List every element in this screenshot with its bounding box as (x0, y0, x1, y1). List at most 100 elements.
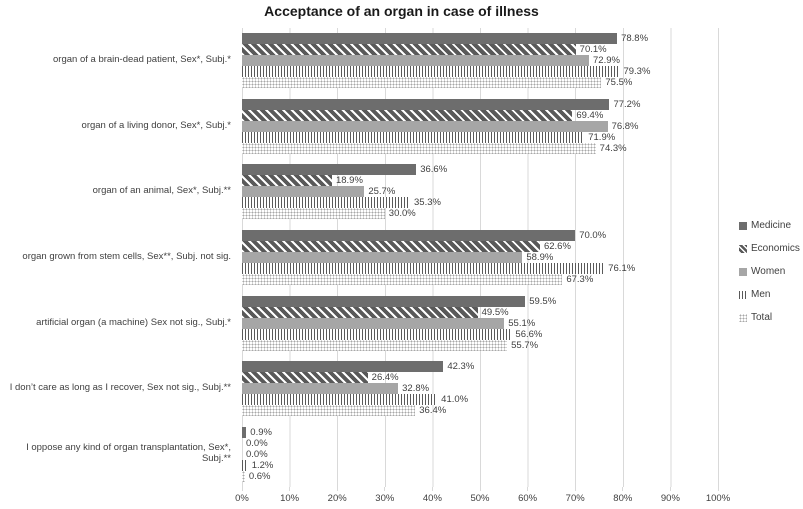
x-axis-label: 40% (422, 493, 442, 504)
value-label: 77.2% (613, 98, 641, 110)
value-label: 36.4% (419, 405, 447, 417)
tick-mark (336, 487, 338, 491)
value-label: 71.9% (588, 131, 616, 143)
value-label: 49.5% (481, 306, 509, 318)
bar-row-total: 36.4% (242, 405, 718, 417)
bar-row-medicine: 59.5% (242, 295, 718, 307)
bar-group: 0.9% 0.0% 0.0% 1.2% 0.6% (242, 421, 718, 487)
bar-total (242, 142, 596, 154)
bar-row-economics: 49.5% (242, 306, 718, 318)
bar-row-economics: 18.9% (242, 175, 718, 187)
bar-row-economics: 26.4% (242, 372, 718, 384)
legend-label: Economics (751, 243, 800, 254)
bar-group: 78.8% 70.1% 72.9% 79.3% 75.5% (242, 28, 718, 94)
tick-mark (479, 487, 481, 491)
legend-label: Medicine (751, 220, 792, 231)
value-label: 18.9% (335, 175, 363, 187)
tick-mark (574, 487, 576, 491)
value-label: 0.9% (250, 426, 272, 438)
bar-men (242, 197, 411, 209)
bar-row-women: 76.8% (242, 120, 718, 132)
bar-women (242, 55, 589, 67)
x-axis-ticks (241, 487, 719, 491)
value-label: 0.6% (248, 470, 271, 482)
x-axis-label: 10% (280, 493, 300, 504)
bar-row-economics: 69.4% (242, 109, 718, 121)
bar-row-economics: 62.6% (242, 241, 718, 253)
legend-label: Men (751, 289, 771, 300)
bar-medicine (242, 164, 417, 176)
bar-women (242, 186, 365, 198)
bar-economics (242, 372, 368, 384)
plot-area: 78.8% 70.1% 72.9% 79.3% 75.5% 77.2% 69.4% 76.8%… (242, 28, 719, 487)
legend-item-economics: Economics (739, 242, 800, 255)
bar-row-men: 79.3% (242, 66, 718, 78)
value-label: 55.7% (511, 339, 539, 351)
bar-economics (242, 306, 478, 318)
x-axis-label: 100% (705, 493, 731, 504)
bar-economics (242, 109, 573, 121)
legend-label: Women (751, 266, 786, 277)
value-label: 67.3% (566, 274, 594, 286)
value-label: 41.0% (441, 394, 469, 406)
x-axis-label: 0% (235, 493, 249, 504)
bar-row-medicine: 77.2% (242, 98, 718, 110)
bar-row-total: 30.0% (242, 208, 718, 220)
category-label: I oppose any kind of organ transplantati… (26, 442, 231, 465)
bar-row-women: 58.9% (242, 252, 718, 264)
bar-men (242, 394, 438, 406)
category-label: organ of a living donor, Sex*, Subj.* (81, 119, 231, 131)
bar-medicine (242, 426, 247, 438)
category-label: organ of a brain-dead patient, Sex*, Sub… (53, 54, 231, 66)
category-label: I don’t care as long as I recover, Sex n… (9, 382, 231, 394)
tick-mark (384, 487, 386, 491)
bar-total (242, 405, 416, 417)
bar-row-medicine: 70.0% (242, 230, 718, 242)
value-label: 55.1% (508, 317, 536, 329)
bar-women (242, 317, 505, 329)
tick-mark (431, 487, 433, 491)
bar-row-women: 72.9% (242, 55, 718, 67)
bar-men (242, 328, 512, 340)
value-label: 25.7% (368, 186, 396, 198)
value-label: 62.6% (543, 241, 571, 253)
value-label: 35.3% (414, 197, 441, 209)
category-label: organ grown from stem cells, Sex**, Subj… (22, 251, 231, 263)
tick-mark (669, 487, 671, 491)
tick-mark (622, 487, 624, 491)
value-label: 75.5% (605, 77, 633, 89)
bar-row-men: 76.1% (242, 263, 718, 275)
bar-row-economics: 70.1% (242, 44, 718, 56)
bar-men (242, 131, 585, 143)
bar-total (242, 339, 508, 351)
tick-mark (289, 487, 291, 491)
bar-row-medicine: 42.3% (242, 361, 718, 373)
bar-row-medicine: 0.9% (242, 426, 718, 438)
bar-row-economics: 0.0% (242, 438, 718, 449)
category-axis: organ of a brain-dead patient, Sex*, Sub… (0, 28, 236, 487)
value-label: 42.3% (447, 361, 475, 373)
category-label: artificial organ (a machine) Sex not sig… (36, 316, 231, 328)
chart-title: Acceptance of an organ in case of illnes… (264, 3, 539, 19)
value-label: 78.8% (621, 33, 649, 45)
x-axis-label: 80% (613, 493, 633, 504)
value-label: 59.5% (529, 295, 557, 307)
value-label: 72.9% (593, 55, 620, 67)
bar-total (242, 470, 245, 482)
tick-mark (241, 487, 243, 491)
legend: Medicine Economics Women Men Total (739, 219, 800, 334)
legend-item-total: Total (739, 311, 800, 324)
value-label: 26.4% (371, 372, 399, 384)
legend-swatch-total (739, 313, 747, 322)
x-axis-label: 20% (327, 493, 347, 504)
bar-row-women: 0.0% (242, 449, 718, 460)
bar-men (242, 459, 248, 471)
legend-item-women: Women (739, 265, 800, 278)
bar-group: 59.5% 49.5% 55.1% 56.6% 55.7% (242, 290, 718, 356)
bar-medicine (242, 295, 526, 307)
bar-row-women: 25.7% (242, 186, 718, 198)
x-axis-label: 30% (375, 493, 395, 504)
tick-mark (527, 487, 529, 491)
x-axis-labels: 0% 10% 20% 30% 40% 50% 60% 70% 80% 90% 100% (235, 493, 730, 507)
